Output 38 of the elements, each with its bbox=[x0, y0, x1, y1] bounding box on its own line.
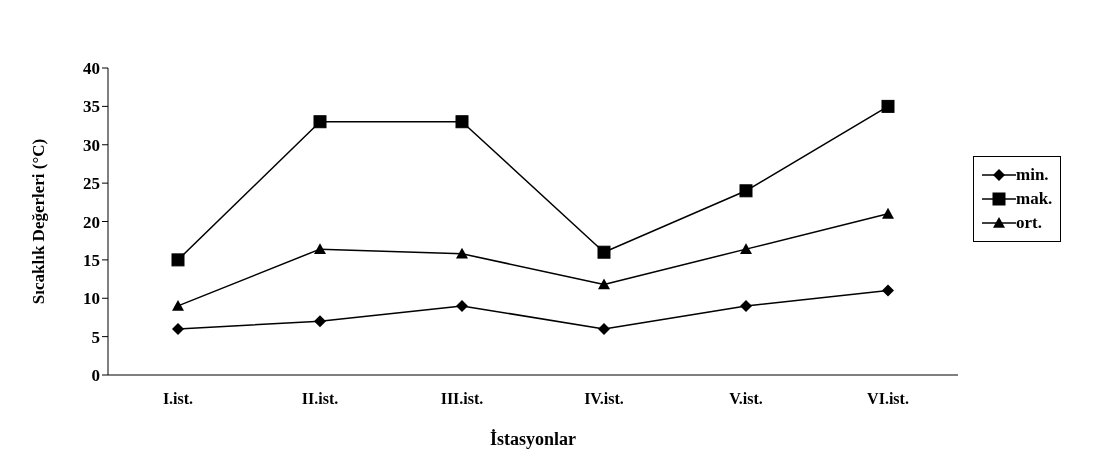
x-tick-label: IV.ist. bbox=[584, 390, 624, 408]
point bbox=[314, 315, 326, 328]
x-tick-label: III.ist. bbox=[440, 390, 484, 408]
point bbox=[172, 322, 184, 335]
legend-label: mak. bbox=[1016, 188, 1053, 210]
y-tick-label: 35 bbox=[83, 97, 100, 117]
y-tick-label: 25 bbox=[83, 174, 100, 194]
legend-label: min. bbox=[1016, 164, 1049, 186]
point bbox=[740, 243, 752, 254]
point bbox=[598, 278, 610, 290]
x-tick-label: I.ist. bbox=[162, 390, 194, 408]
y-tick-label: 10 bbox=[83, 289, 100, 309]
point bbox=[456, 299, 468, 312]
x-tick-label: VI.ist. bbox=[867, 390, 909, 408]
point bbox=[740, 299, 752, 312]
point bbox=[598, 322, 610, 335]
point bbox=[882, 284, 894, 297]
y-tick-label: 15 bbox=[83, 250, 100, 270]
point bbox=[455, 115, 469, 129]
y-tick-label: 5 bbox=[91, 327, 100, 347]
y-tick-label: 40 bbox=[83, 59, 100, 79]
point bbox=[314, 243, 326, 254]
point bbox=[881, 99, 895, 113]
point bbox=[171, 253, 185, 267]
y-tick-label: 30 bbox=[83, 135, 100, 155]
point bbox=[597, 245, 611, 259]
x-tick-label: II.ist. bbox=[301, 390, 339, 408]
point bbox=[882, 207, 894, 219]
x-axis-title: İstasyonlar bbox=[489, 429, 577, 449]
y-tick-label: 20 bbox=[83, 212, 100, 232]
point bbox=[739, 184, 753, 198]
y-axis-title: Sıcaklık Değerleri (°C) bbox=[29, 138, 49, 305]
point bbox=[456, 247, 468, 259]
point bbox=[313, 115, 327, 129]
legend-label: ort. bbox=[1016, 212, 1042, 234]
y-tick-label: 0 bbox=[91, 366, 100, 386]
point bbox=[172, 299, 184, 311]
x-tick-label: V.ist. bbox=[729, 390, 763, 408]
